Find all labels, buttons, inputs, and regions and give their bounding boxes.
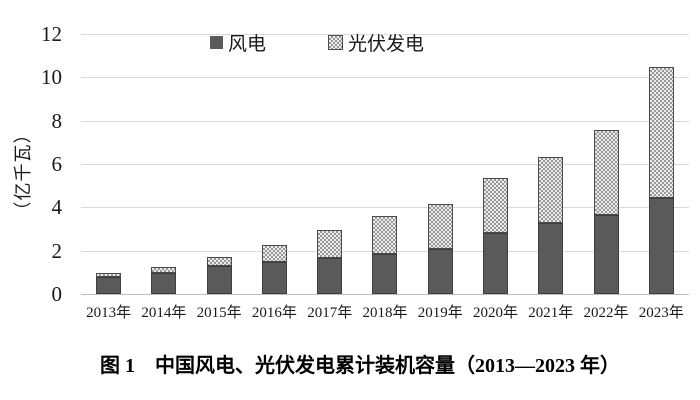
bar-segment-wind: [261, 261, 287, 294]
stacked-bar-2013年: [96, 273, 122, 294]
bar-slot: [578, 34, 633, 294]
bar-segment-solar: [538, 156, 564, 223]
y-tick-label: 12: [41, 22, 62, 46]
stacked-bar-2023年: [648, 66, 674, 294]
x-tick-label: 2018年: [362, 305, 408, 321]
legend-label-wind: 风电: [228, 34, 267, 55]
x-tick-label: 2014年: [141, 305, 187, 321]
gridline: [81, 77, 689, 79]
stacked-bar-2022年: [593, 129, 619, 294]
bar-segment-wind: [151, 273, 177, 294]
bar-slot: [136, 34, 191, 294]
bar-segment-solar: [206, 256, 232, 267]
bar-segment-solar: [151, 267, 177, 274]
bar-segment-solar: [482, 178, 508, 234]
solar-legend-swatch-icon: [328, 35, 344, 50]
y-tick-label: 10: [41, 65, 62, 90]
stacked-bar-2020年: [482, 178, 508, 294]
gridline: [81, 164, 689, 165]
bar-slot: [81, 34, 136, 294]
bar-segment-solar: [261, 245, 287, 262]
figure-caption: 图 1 中国风电、光伏发电累计装机容量（2013—2023 年）: [100, 355, 620, 377]
y-tick-label: 0: [51, 282, 63, 306]
y-tick-label: 2: [51, 238, 63, 263]
y-axis-tick-labels: 0 2 4 6 8 10 12: [0, 22, 72, 306]
bar-segment-solar: [96, 273, 122, 278]
stacked-bar-2016年: [261, 245, 287, 294]
bar-slot: [413, 34, 468, 294]
legend-item-wind: 风电: [210, 29, 266, 56]
stacked-bar-2017年: [317, 230, 343, 294]
bars-container: [81, 34, 689, 294]
bar-segment-wind: [538, 222, 564, 294]
bar-segment-wind: [317, 258, 343, 294]
x-tick-label: 2021年: [528, 305, 574, 321]
bar-segment-wind: [372, 254, 398, 294]
x-tick-label: 2017年: [307, 305, 353, 321]
bar-slot: [357, 34, 412, 294]
bar-segment-solar: [648, 66, 674, 199]
x-tick-label: 2020年: [472, 305, 518, 321]
bar-segment-solar: [593, 129, 619, 215]
wind-legend-swatch-icon: [210, 36, 223, 49]
legend-item-solar: 光伏发电: [328, 29, 424, 56]
y-tick-label: 4: [51, 195, 63, 220]
stacked-bar-2019年: [427, 204, 453, 294]
bar-segment-solar: [317, 230, 343, 259]
stacked-bar-2018年: [372, 216, 398, 294]
bar-slot: [634, 34, 689, 294]
bar-slot: [523, 34, 578, 294]
bar-segment-wind: [427, 248, 453, 294]
y-tick-label: 8: [51, 108, 63, 133]
bar-segment-wind: [593, 214, 619, 294]
x-tick-label: 2013年: [86, 305, 132, 321]
bar-segment-wind: [648, 198, 674, 294]
bar-segment-wind: [206, 266, 232, 294]
plot-area: [81, 34, 689, 295]
bar-segment-wind: [482, 233, 508, 294]
gridline: [81, 207, 689, 209]
bar-slot: [302, 34, 357, 294]
bar-slot: [468, 34, 523, 294]
stacked-bar-2014年: [151, 267, 177, 294]
stacked-bar-2015年: [206, 256, 232, 294]
x-tick-label: 2015年: [196, 305, 242, 321]
bar-segment-solar: [372, 216, 398, 255]
gridline: [81, 120, 689, 122]
x-tick-label: 2022年: [583, 305, 629, 321]
stacked-bar-2021年: [538, 156, 564, 294]
bar-segment-solar: [427, 204, 453, 249]
gridline: [81, 34, 689, 35]
bar-slot: [247, 34, 302, 294]
legend: 风电 光伏发电: [210, 29, 424, 56]
bar-slot: [192, 34, 247, 294]
bar-segment-wind: [96, 277, 122, 294]
x-axis-tick-labels: 2013年 2014年 2015年 2016年 2017年 2018年 2019年 2020年…: [81, 301, 689, 322]
legend-label-solar: 光伏发电: [348, 34, 425, 55]
x-tick-label: 2016年: [251, 305, 297, 321]
x-tick-label: 2019年: [417, 305, 463, 321]
y-tick-label: 6: [51, 152, 63, 176]
x-tick-label: 2023年: [638, 305, 684, 321]
